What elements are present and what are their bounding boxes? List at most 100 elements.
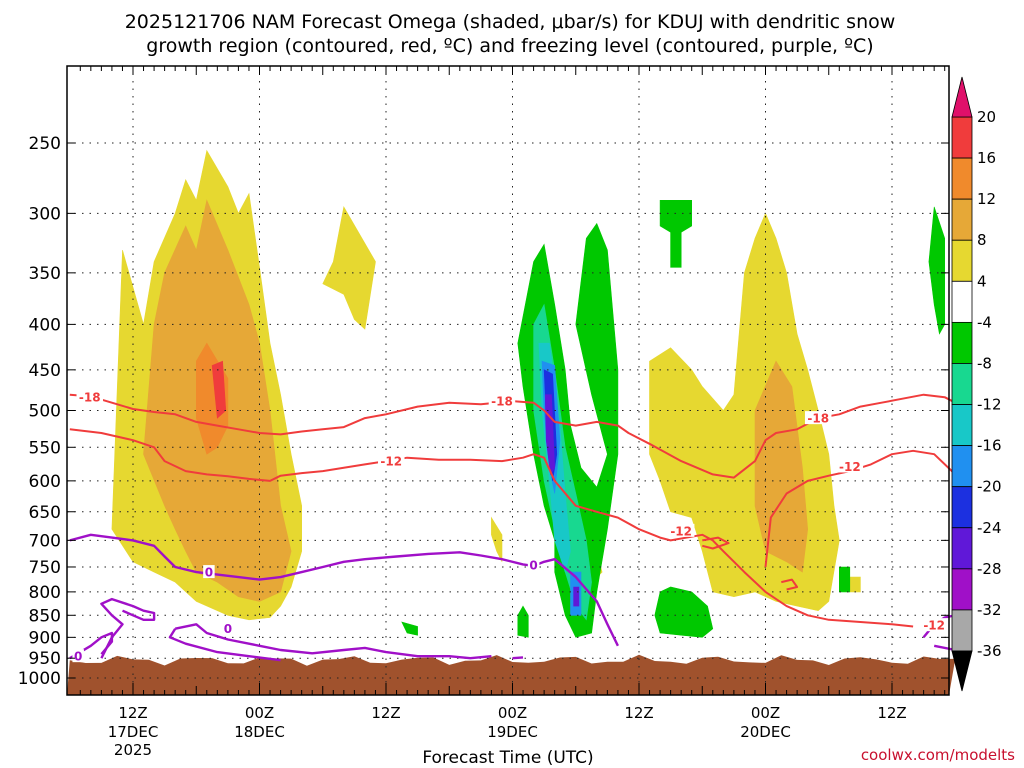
contour-label-bg (222, 621, 234, 635)
terrain-layer (67, 654, 956, 695)
contour-label: -12 (670, 524, 692, 538)
contour-label: 0 (224, 622, 232, 636)
colorbar-tick-label: 8 (977, 231, 987, 249)
omega-region-green-5 (659, 200, 693, 268)
colorbar-band--8-to--4 (951, 321, 973, 364)
omega-region-green-7 (838, 566, 851, 593)
y-tick-label-400: 400 (29, 315, 61, 335)
grid-lines (67, 66, 949, 695)
colorbar-band--20-to--16 (951, 445, 973, 488)
y-tick-label-750: 750 (29, 558, 61, 578)
contour-label-bg (527, 557, 540, 571)
colorbar-band--12-to--8 (951, 363, 973, 405)
contour-labels: -18 -18 -18 -12 -12 -12 -12 0 0 0 0 (72, 390, 948, 664)
contour-label: 0 (74, 650, 82, 664)
colorbar-tick-label: -8 (977, 354, 992, 372)
omega-region-yellow-6 (849, 576, 861, 593)
y-tick-label-850: 850 (29, 606, 61, 626)
colorbar-band-8-to-12 (951, 198, 973, 241)
colorbar-tick-label: -4 (977, 313, 992, 331)
plot-frame (66, 65, 950, 696)
y-tick-label-1000: 1000 (18, 669, 61, 689)
omega-region-green-6 (928, 206, 946, 335)
x-tick-date: 18DEC (234, 723, 285, 741)
dendritic-contour (69, 428, 914, 628)
contour-label: -12 (380, 455, 402, 469)
x-tick-label: 00Z (498, 704, 527, 722)
x-tick-label: 12Z (371, 704, 400, 722)
colorbar-tick-label: -12 (977, 396, 1002, 414)
omega-region-purple-2 (573, 586, 580, 607)
colorbar-band--4-to-4 (951, 280, 973, 323)
x-tick-label: 12Z (877, 704, 906, 722)
title-line-2: growth region (contoured, red, ºC) and f… (146, 35, 873, 57)
colorbar-band-4-to-8 (951, 239, 973, 282)
y-tick-label-900: 900 (29, 628, 61, 648)
contour-label: -12 (923, 619, 945, 633)
contour-label: 0 (205, 566, 213, 580)
contour-label-bg (203, 565, 215, 579)
colorbar-tick-label: -32 (977, 601, 1002, 619)
x-tick-label: 00Z (245, 704, 274, 722)
y-tick-label-350: 350 (29, 264, 61, 284)
credit-label: coolwx.com/modelts (861, 746, 1015, 764)
y-tick-label-250: 250 (29, 134, 61, 154)
colorbar-tick-label: -24 (977, 519, 1002, 537)
y-tick-label-450: 450 (29, 361, 61, 381)
colorbar-tick-label: 4 (977, 272, 987, 290)
x-tick-label: 00Z (751, 704, 780, 722)
colorbar-band--24-to--20 (951, 486, 973, 529)
omega-region-green-3 (401, 621, 418, 636)
colorbar-tick-label: -28 (977, 560, 1002, 578)
colorbar: 20 16 12 8 4 -4 -8 -12 -16 -20 -24 -28 -32 -36 (951, 76, 1002, 692)
freezing-level-contour (174, 623, 492, 660)
x-tick-date: 17DEC (108, 723, 159, 741)
freezing-level-contour (69, 533, 619, 647)
y-tick-label-600: 600 (29, 472, 61, 492)
colorbar-tick-label: -36 (977, 642, 1002, 660)
y-tick-label-700: 700 (29, 531, 61, 551)
y-tick-label-300: 300 (29, 204, 61, 224)
omega-shading (111, 149, 946, 638)
chart-title: 2025121706 NAM Forecast Omega (shaded, μ… (125, 11, 896, 57)
contour-label-bg (76, 390, 104, 404)
contour-label: -18 (807, 412, 829, 426)
contour-label-bg (378, 454, 405, 468)
contour-label: -18 (491, 395, 513, 409)
colorbar-under-arrow (951, 650, 973, 692)
colorbar-tick-label: 16 (977, 149, 996, 167)
contour-label-bg (488, 394, 516, 408)
dendritic-contour (781, 578, 799, 591)
colorbar-band--32-to--28 (951, 568, 973, 611)
title-line-1: 2025121706 NAM Forecast Omega (shaded, μ… (125, 11, 896, 33)
x-tick-date: 20DEC (740, 723, 791, 741)
contour-label-bg (836, 459, 864, 473)
freezing-level-contour (512, 656, 524, 660)
colorbar-band--16-to--12 (951, 404, 973, 447)
y-tick-label-650: 650 (29, 503, 61, 523)
colorbar-band-12-to-16 (951, 157, 973, 200)
y-tick-label-950: 950 (29, 649, 61, 669)
colorbar-tick-label: 12 (977, 190, 996, 208)
terrain-surface (67, 654, 956, 695)
contour-label-bg (667, 523, 695, 537)
colorbar-band--28-to--24 (951, 527, 973, 570)
omega-region-yellow-3 (491, 516, 503, 562)
y-axis: 2503003504004505005506006507007508008509… (18, 134, 949, 689)
omega-region-yellow-2 (322, 206, 376, 330)
x-tick-label: 12Z (118, 704, 147, 722)
colorbar-band-16-to-20 (951, 116, 973, 159)
y-tick-label-800: 800 (29, 583, 61, 603)
colorbar-band--36-to--32 (951, 609, 973, 652)
x-tick-year: 2025 (114, 741, 152, 759)
colorbar-tick-label: 20 (977, 108, 996, 126)
omega-region-green-2 (517, 605, 529, 638)
colorbar-tick-label: -20 (977, 478, 1002, 496)
colorbar-over-arrow (951, 76, 973, 118)
contour-label: -18 (79, 391, 101, 405)
dendritic-contour (702, 536, 730, 550)
omega-region-orange-2 (754, 360, 809, 573)
colorbar-tick-label: -16 (977, 437, 1002, 455)
